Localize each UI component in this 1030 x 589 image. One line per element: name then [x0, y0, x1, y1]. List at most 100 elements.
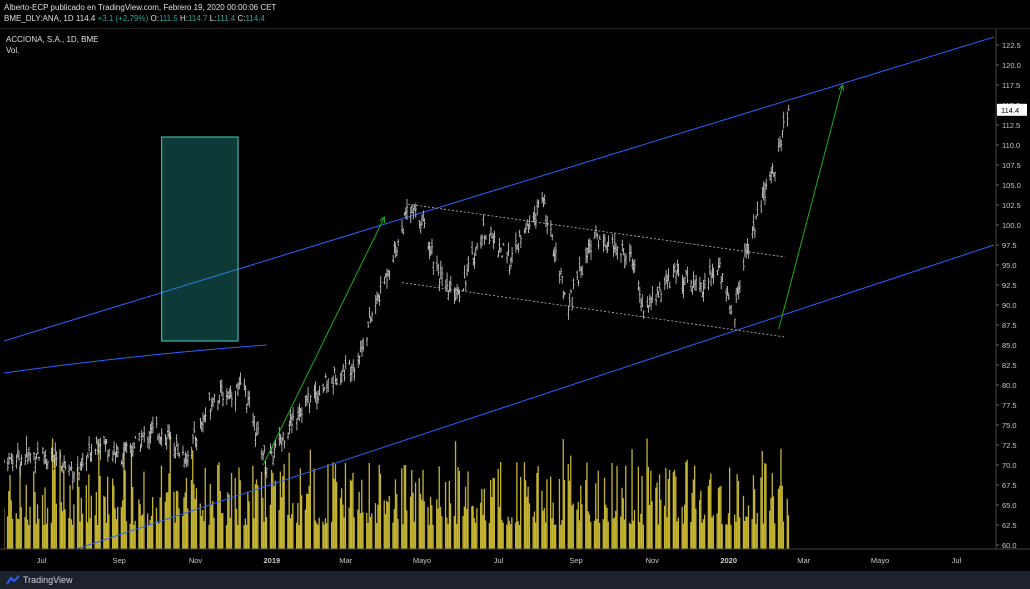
volume-bar [60, 502, 62, 549]
volume-bar [132, 487, 134, 549]
ohlc-bar [686, 266, 689, 284]
volume-bar [739, 517, 741, 549]
y-tick-label: 62.5 [1002, 521, 1017, 530]
volume-bar [511, 517, 513, 549]
volume-bar [81, 513, 84, 549]
volume-bar [308, 485, 310, 549]
ohlc-bar [199, 417, 202, 429]
ohlc-bar [177, 443, 179, 457]
ohlc-bar [18, 450, 20, 461]
ohlc-bar [90, 443, 93, 462]
ohlc-bar [282, 431, 285, 442]
volume-bar [318, 517, 320, 549]
tradingview-logo[interactable]: TradingView [6, 574, 73, 585]
volume-bar [464, 486, 467, 549]
volume-bar [517, 521, 519, 549]
volume-bar [64, 509, 66, 549]
ohlc-bar [283, 440, 286, 449]
volume-bar [409, 496, 412, 549]
ohlc-bar [585, 247, 587, 264]
ohlc-bar [80, 458, 83, 471]
ohlc-bar [446, 272, 449, 292]
volume-bar [709, 479, 711, 549]
volume-bar [691, 493, 693, 549]
volume-bar [139, 504, 141, 549]
ohlc-bar [702, 279, 705, 302]
ohlc-bar [641, 294, 644, 308]
ohlc-bar [403, 212, 406, 216]
volume-bar [729, 467, 731, 549]
y-tick-label: 67.5 [1002, 481, 1017, 490]
volume-bar [51, 438, 54, 549]
lower-curve-line [3, 344, 267, 374]
volume-bar [279, 471, 281, 549]
volume-bar [423, 501, 425, 549]
ohlc-bar [518, 229, 521, 238]
volume-bar [6, 516, 9, 549]
ohlc-bar [677, 263, 680, 277]
ohlc-bar [70, 461, 73, 472]
ohlc-bar [184, 451, 187, 465]
ohlc-bar [121, 453, 124, 468]
ohlc-bar [141, 433, 144, 438]
ohlc-bar [690, 279, 693, 292]
ohlc-bar [642, 310, 645, 319]
volume-bar [362, 512, 364, 549]
volume-bar [602, 519, 604, 549]
ohlc-bar [700, 282, 703, 293]
chart-panel[interactable]: 122.5120.0117.5115.0112.5110.0107.5105.0… [0, 28, 1030, 572]
last-price-tag-bg [997, 103, 1027, 116]
ohlc-bar [149, 424, 152, 444]
volume-bar [331, 521, 333, 549]
volume-bar [351, 480, 353, 549]
ohlc-bar [703, 272, 706, 290]
ohlc-bar [55, 451, 58, 467]
volume-bar [4, 507, 5, 549]
ohlc-bar [598, 235, 601, 240]
ohlc-bar [456, 284, 459, 299]
ohlc-bar [344, 355, 347, 369]
ohlc-bar [298, 403, 301, 421]
volume-bar [756, 513, 758, 549]
volume-bar [313, 468, 315, 549]
ohlc-bar [546, 215, 549, 235]
volume-bar [660, 499, 662, 549]
ohlc-bar [131, 442, 134, 457]
volume-bar [18, 519, 20, 549]
ohlc-bar [720, 275, 723, 290]
volume-bar [397, 518, 399, 549]
volume-bar [169, 433, 171, 549]
volume-bar [19, 465, 21, 549]
ohlc-bar [210, 397, 213, 411]
ohlc-bar [387, 269, 390, 277]
volume-bar [366, 512, 368, 549]
ohlc-bar [45, 459, 48, 470]
price-chart[interactable]: 122.5120.0117.5115.0112.5110.0107.5105.0… [0, 29, 1030, 572]
volume-bar [209, 484, 211, 549]
volume-bar [528, 503, 531, 549]
ohlc-bar [596, 232, 599, 240]
ohlc-bar [88, 436, 91, 452]
volume-bar [24, 517, 26, 549]
volume-bar [578, 520, 581, 549]
volume-bar [536, 472, 538, 549]
x-tick-label: Jul [952, 556, 962, 565]
volume-bar [588, 514, 591, 549]
volume-bar [736, 474, 738, 549]
volume-bar [710, 473, 712, 549]
volume-bar [734, 514, 736, 549]
ohlc-bar [308, 402, 311, 413]
volume-bar [786, 498, 788, 549]
ohlc-bar [551, 234, 554, 241]
chart-header: Alberto-ECP publicado en TradingView.com… [0, 0, 1030, 28]
ohlc-bar [36, 441, 39, 455]
ohlc-bar [237, 382, 239, 397]
ohlc-bar [182, 445, 184, 456]
x-tick-label: Nov [646, 556, 660, 565]
volume-bar [348, 507, 350, 549]
volume-bar [471, 506, 473, 549]
ohlc-bar [463, 265, 466, 279]
volume-bar [133, 524, 135, 549]
volume-bar [527, 486, 529, 549]
ohlc-bar [156, 434, 159, 441]
